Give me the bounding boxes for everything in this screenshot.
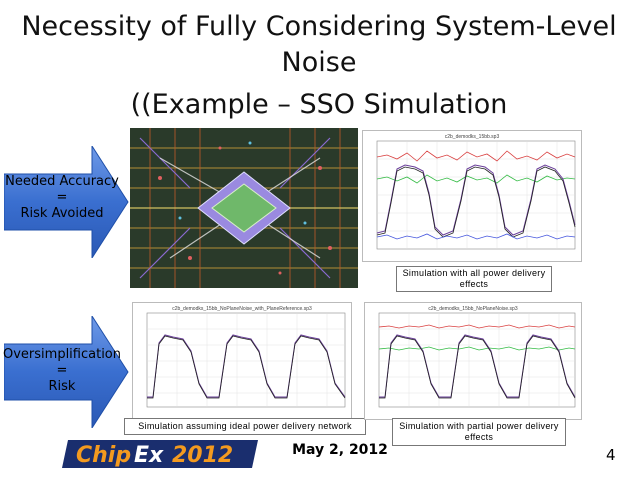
slide-title-line-3: ((Example – SSO Simulation xyxy=(130,89,508,120)
arrow-bottom-shape xyxy=(4,316,129,428)
arrow-bottom-line-3: Risk xyxy=(48,379,76,394)
caption-partial-pdn: Simulation with partial power delivery e… xyxy=(392,418,566,446)
plot-partial-pdn-panel: c2b_demodks_15bb_NoPlaneNoise.sp3 xyxy=(364,302,582,420)
plot-partial-waveforms xyxy=(378,312,576,408)
arrow-bottom-line-1: Oversimplification xyxy=(3,347,121,362)
arrow-top-line-3: Risk Avoided xyxy=(20,206,104,221)
caption-ideal-pdn: Simulation assuming ideal power delivery… xyxy=(124,418,366,435)
plot-full-title: c2b_demodks_15bb.sp3 xyxy=(444,134,500,140)
arrow-top-label: Needed Accuracy = Risk Avoided xyxy=(0,174,124,222)
logo-part-chip: Chip xyxy=(76,443,131,468)
logo-part-year: 2012 xyxy=(172,443,233,468)
arrow-bottom-label: Oversimplification = Risk xyxy=(0,347,124,395)
plot-ideal-title: c2b_demodks_15bb_NoPlaneNoise_with_Plane… xyxy=(172,306,312,312)
pcb-board-image xyxy=(130,128,358,288)
footer-date: May 2, 2012 xyxy=(292,442,388,458)
arrow-top-line-2: = xyxy=(56,190,68,205)
plot-ideal-pdn-panel: c2b_demodks_15bb_NoPlaneNoise_with_Plane… xyxy=(132,302,352,420)
arrow-top-line-1: Needed Accuracy xyxy=(5,174,119,189)
arrow-top-shape xyxy=(4,146,129,258)
plot-partial-title: c2b_demodks_15bb_NoPlaneNoise.sp3 xyxy=(428,306,518,312)
chipex-2012-logo: Chip Ex 2012 xyxy=(62,434,262,474)
caption-full-pdn: Simulation with all power delivery effec… xyxy=(396,266,552,292)
arrow-bottom-line-2: = xyxy=(56,363,68,378)
plot-full-waveforms xyxy=(376,140,576,250)
slide-title-line-2: Noise xyxy=(281,47,357,78)
plot-full-pdn-panel: c2b_demodks_15bb.sp3 xyxy=(362,130,582,262)
plot-ideal-waveforms xyxy=(146,312,346,408)
logo-part-ex: Ex xyxy=(134,443,164,468)
page-number: 4 xyxy=(606,446,616,464)
slide-title-line-1: Necessity of Fully Considering System-Le… xyxy=(21,11,617,42)
chipex-logo-graphic: Chip Ex 2012 xyxy=(62,440,258,468)
